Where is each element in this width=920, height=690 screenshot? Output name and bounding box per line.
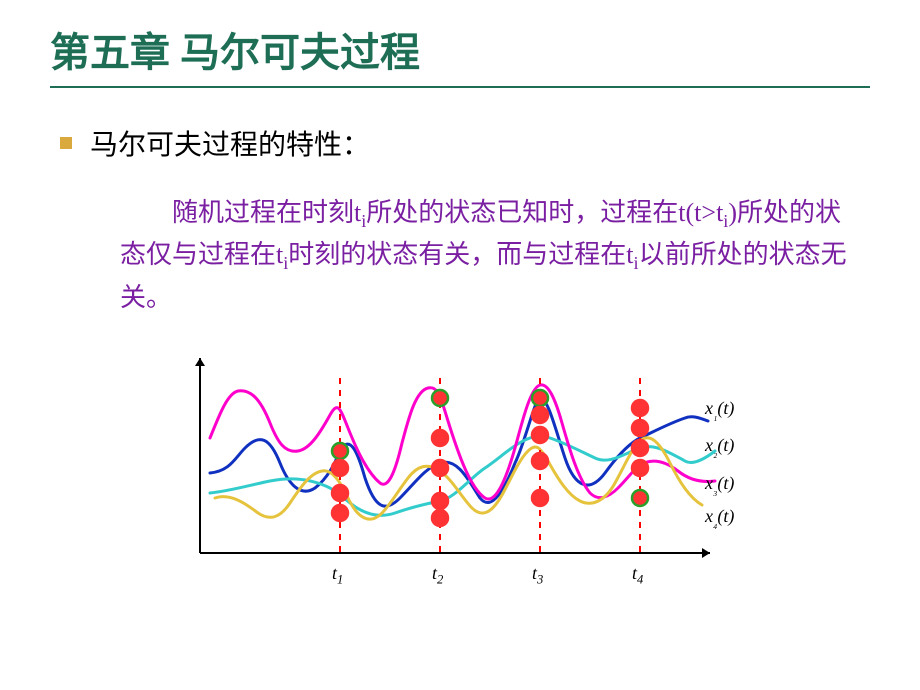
body-paragraph: 随机过程在时刻ti所处的状态已知时，过程在t(t>ti)所处的状态仅与过程在ti… bbox=[120, 193, 850, 318]
bullet-line: 马尔可夫过程的特性： bbox=[60, 123, 870, 163]
state-marker bbox=[632, 460, 648, 476]
tick-label: t1 bbox=[332, 563, 343, 588]
series-label-x3: x₃(t) bbox=[705, 473, 734, 498]
state-marker bbox=[332, 485, 348, 501]
bullet-text: 马尔可夫过程的特性： bbox=[90, 123, 370, 163]
state-marker bbox=[532, 490, 548, 506]
state-marker bbox=[632, 400, 648, 416]
tick-label: t3 bbox=[532, 563, 543, 588]
state-marker bbox=[432, 510, 448, 526]
slide-title: 第五章 马尔可夫过程 bbox=[50, 20, 870, 88]
tick-label: t2 bbox=[432, 563, 443, 588]
state-marker bbox=[532, 427, 548, 443]
state-marker bbox=[432, 430, 448, 446]
y-arrow-icon bbox=[195, 358, 205, 366]
stochastic-process-chart: x₁(t)x₂(t)x₃(t)x₄(t)t1t2t3t4 bbox=[180, 343, 740, 583]
series-label-x4: x₄(t) bbox=[705, 506, 734, 531]
state-marker bbox=[432, 390, 448, 406]
chart-svg bbox=[180, 343, 740, 583]
slide: 第五章 马尔可夫过程 马尔可夫过程的特性： 随机过程在时刻ti所处的状态已知时，… bbox=[0, 0, 920, 690]
bullet-square-icon bbox=[60, 137, 72, 149]
state-marker bbox=[632, 440, 648, 456]
state-marker bbox=[532, 453, 548, 469]
tick-label: t4 bbox=[632, 563, 643, 588]
series-label-x1: x₁(t) bbox=[705, 398, 734, 423]
state-marker bbox=[632, 490, 648, 506]
state-marker bbox=[332, 505, 348, 521]
state-marker bbox=[332, 443, 348, 459]
state-marker bbox=[332, 460, 348, 476]
x-arrow-icon bbox=[702, 548, 710, 558]
state-marker bbox=[432, 460, 448, 476]
state-marker bbox=[432, 493, 448, 509]
state-marker bbox=[532, 390, 548, 406]
series-label-x2: x₂(t) bbox=[705, 435, 734, 460]
state-marker bbox=[532, 407, 548, 423]
state-marker bbox=[632, 420, 648, 436]
